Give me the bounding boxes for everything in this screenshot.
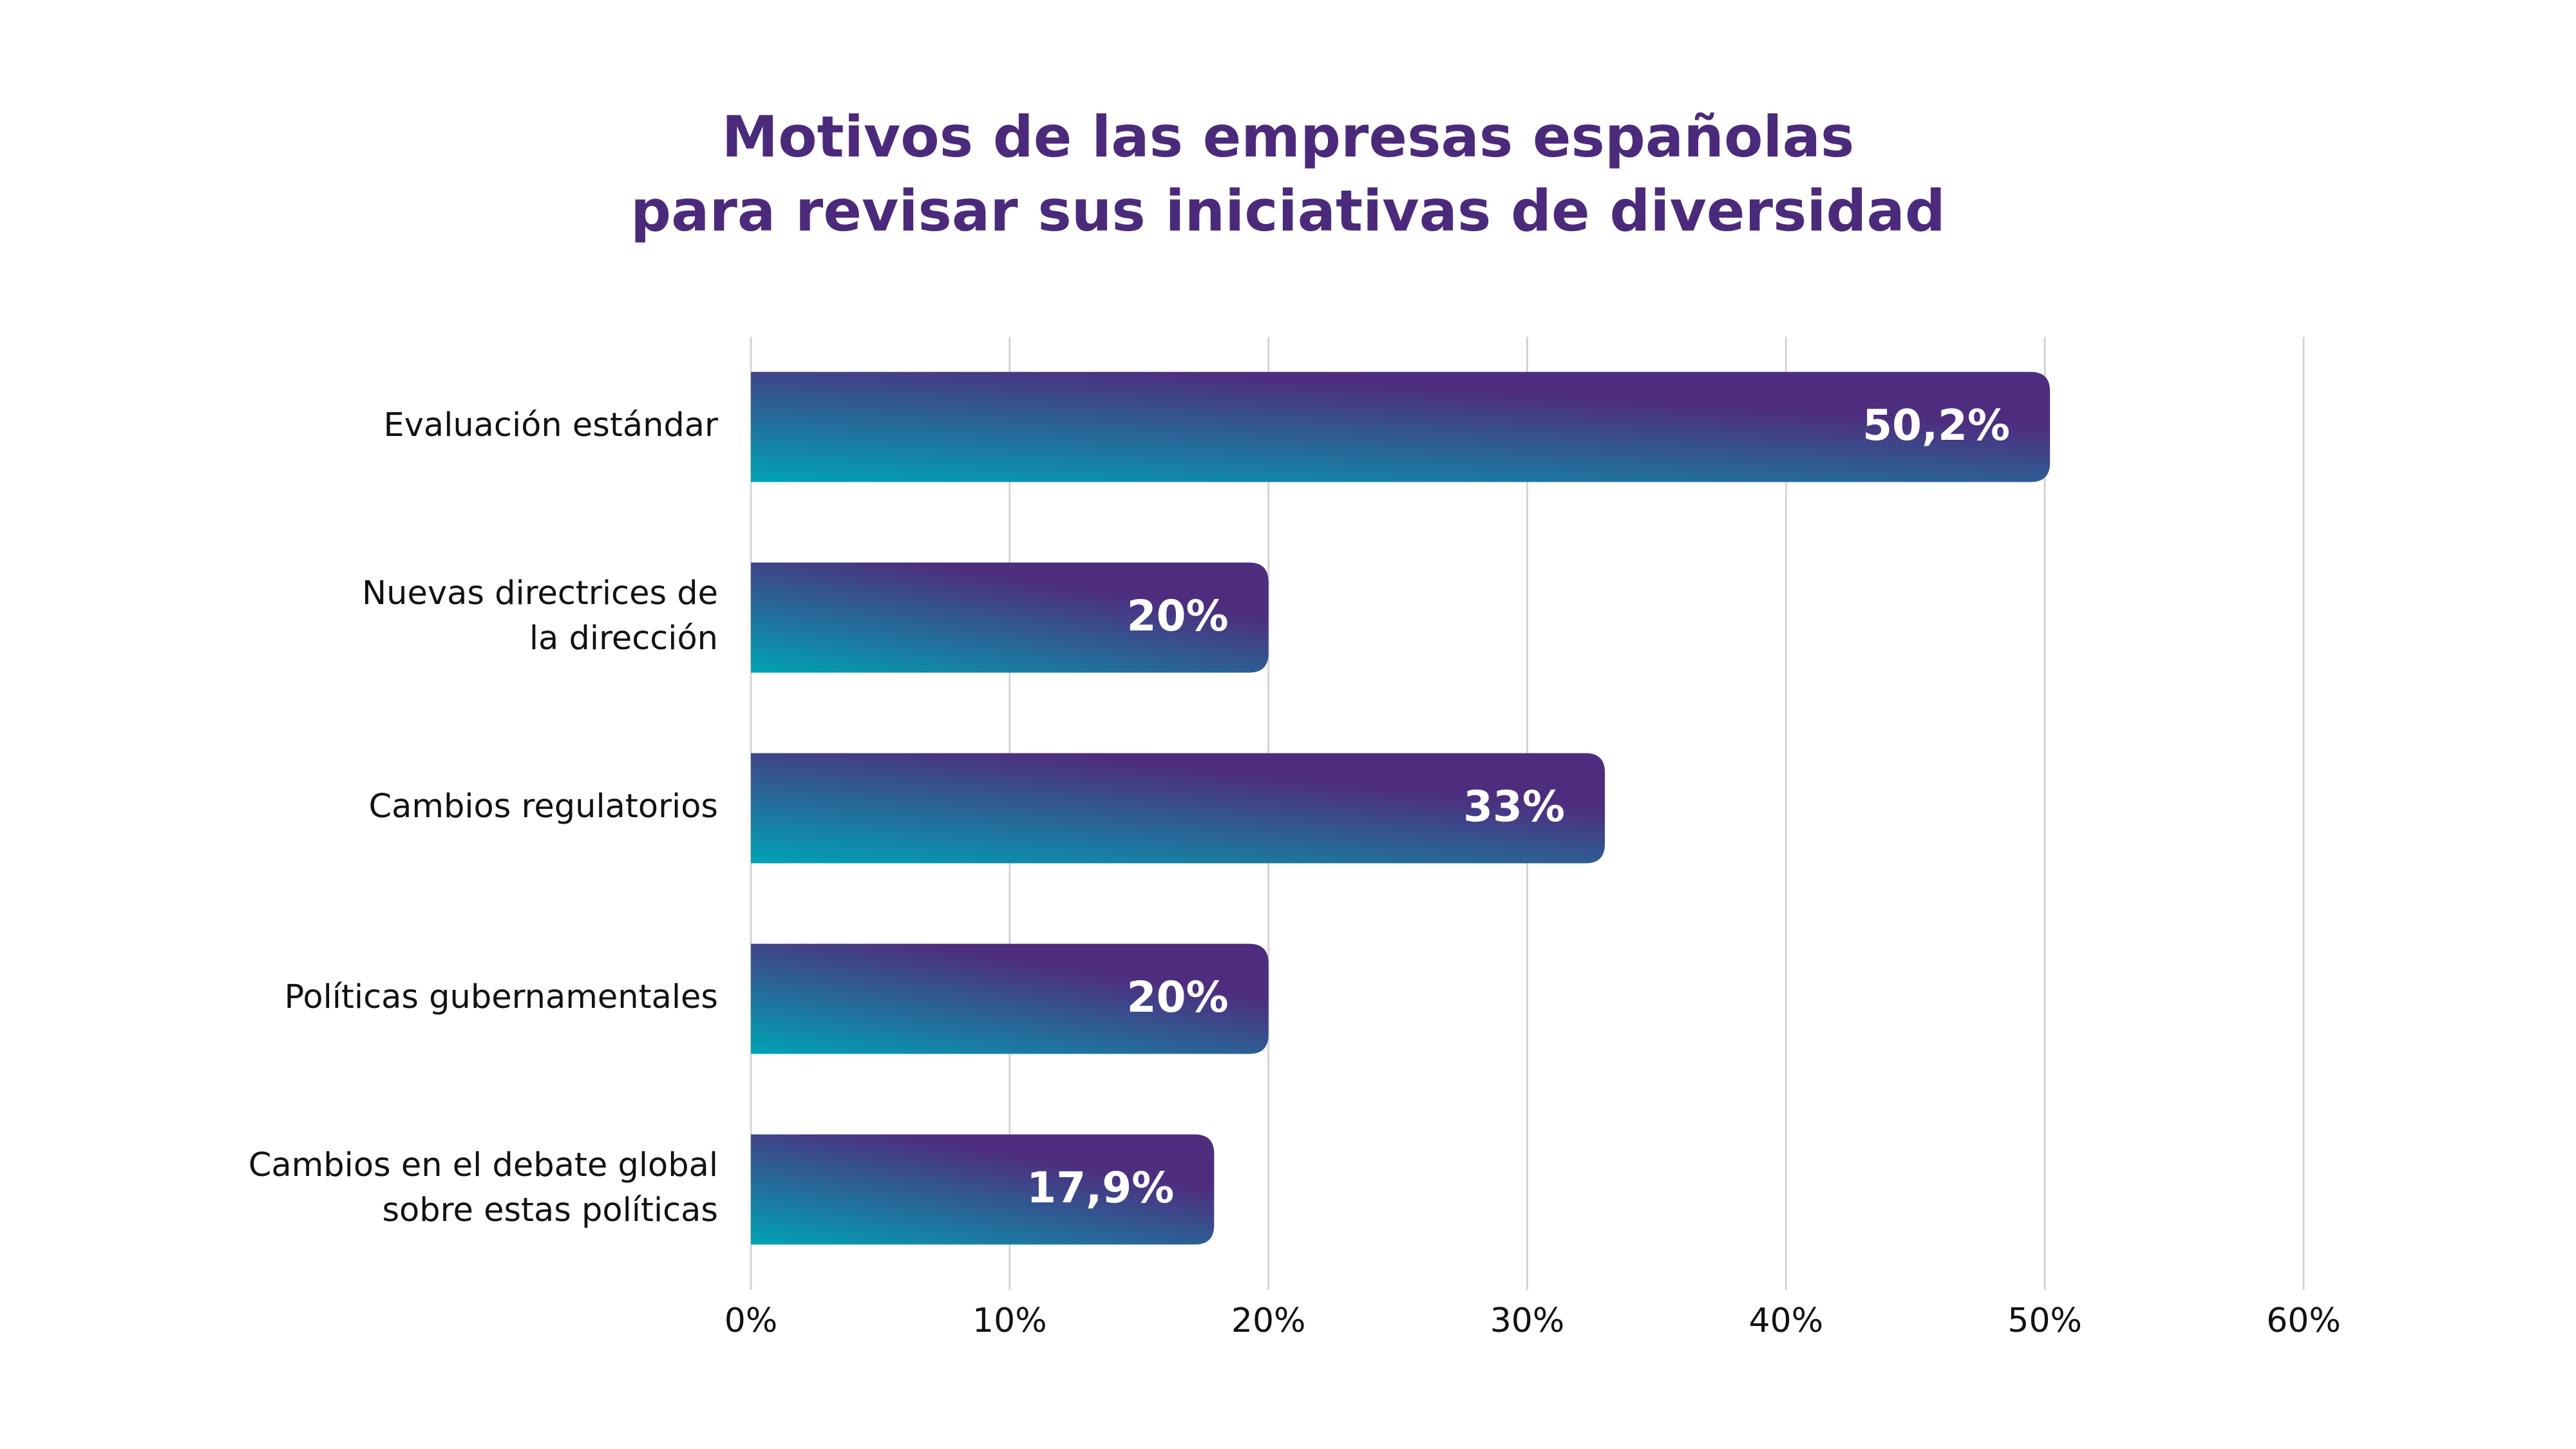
bar bbox=[751, 943, 1269, 1054]
data-label: 20% bbox=[1127, 591, 1229, 641]
x-tick-label: 20% bbox=[1231, 1302, 1306, 1340]
x-tick-label: 40% bbox=[1749, 1302, 1824, 1340]
data-label: 33% bbox=[1463, 782, 1565, 831]
y-tick-label: Nuevas directrices de bbox=[362, 574, 718, 612]
data-label: 17,9% bbox=[1027, 1163, 1174, 1213]
y-tick-label: Cambios regulatorios bbox=[368, 788, 718, 826]
data-label: 20% bbox=[1127, 972, 1229, 1022]
y-tick-label: la dirección bbox=[529, 620, 718, 658]
x-tick-label: 10% bbox=[972, 1302, 1047, 1340]
chart-title: Motivos de las empresas españolas bbox=[722, 104, 1855, 170]
data-label: 50,2% bbox=[1862, 401, 2010, 450]
x-tick-label: 50% bbox=[2007, 1302, 2082, 1340]
x-tick-label: 60% bbox=[2266, 1302, 2341, 1340]
x-tick-label: 30% bbox=[1490, 1302, 1565, 1340]
chart-title: para revisar sus iniciativas de diversid… bbox=[630, 178, 1946, 244]
bar bbox=[751, 753, 1605, 864]
bar bbox=[751, 1134, 1215, 1245]
bar bbox=[751, 562, 1269, 673]
y-tick-label: Cambios en el debate global bbox=[249, 1146, 718, 1184]
x-tick-label: 0% bbox=[724, 1302, 778, 1340]
y-tick-label: Evaluación estándar bbox=[384, 406, 718, 444]
y-tick-label: Políticas gubernamentales bbox=[284, 978, 718, 1016]
bar bbox=[751, 372, 2050, 482]
y-tick-label: sobre estas políticas bbox=[382, 1191, 718, 1229]
